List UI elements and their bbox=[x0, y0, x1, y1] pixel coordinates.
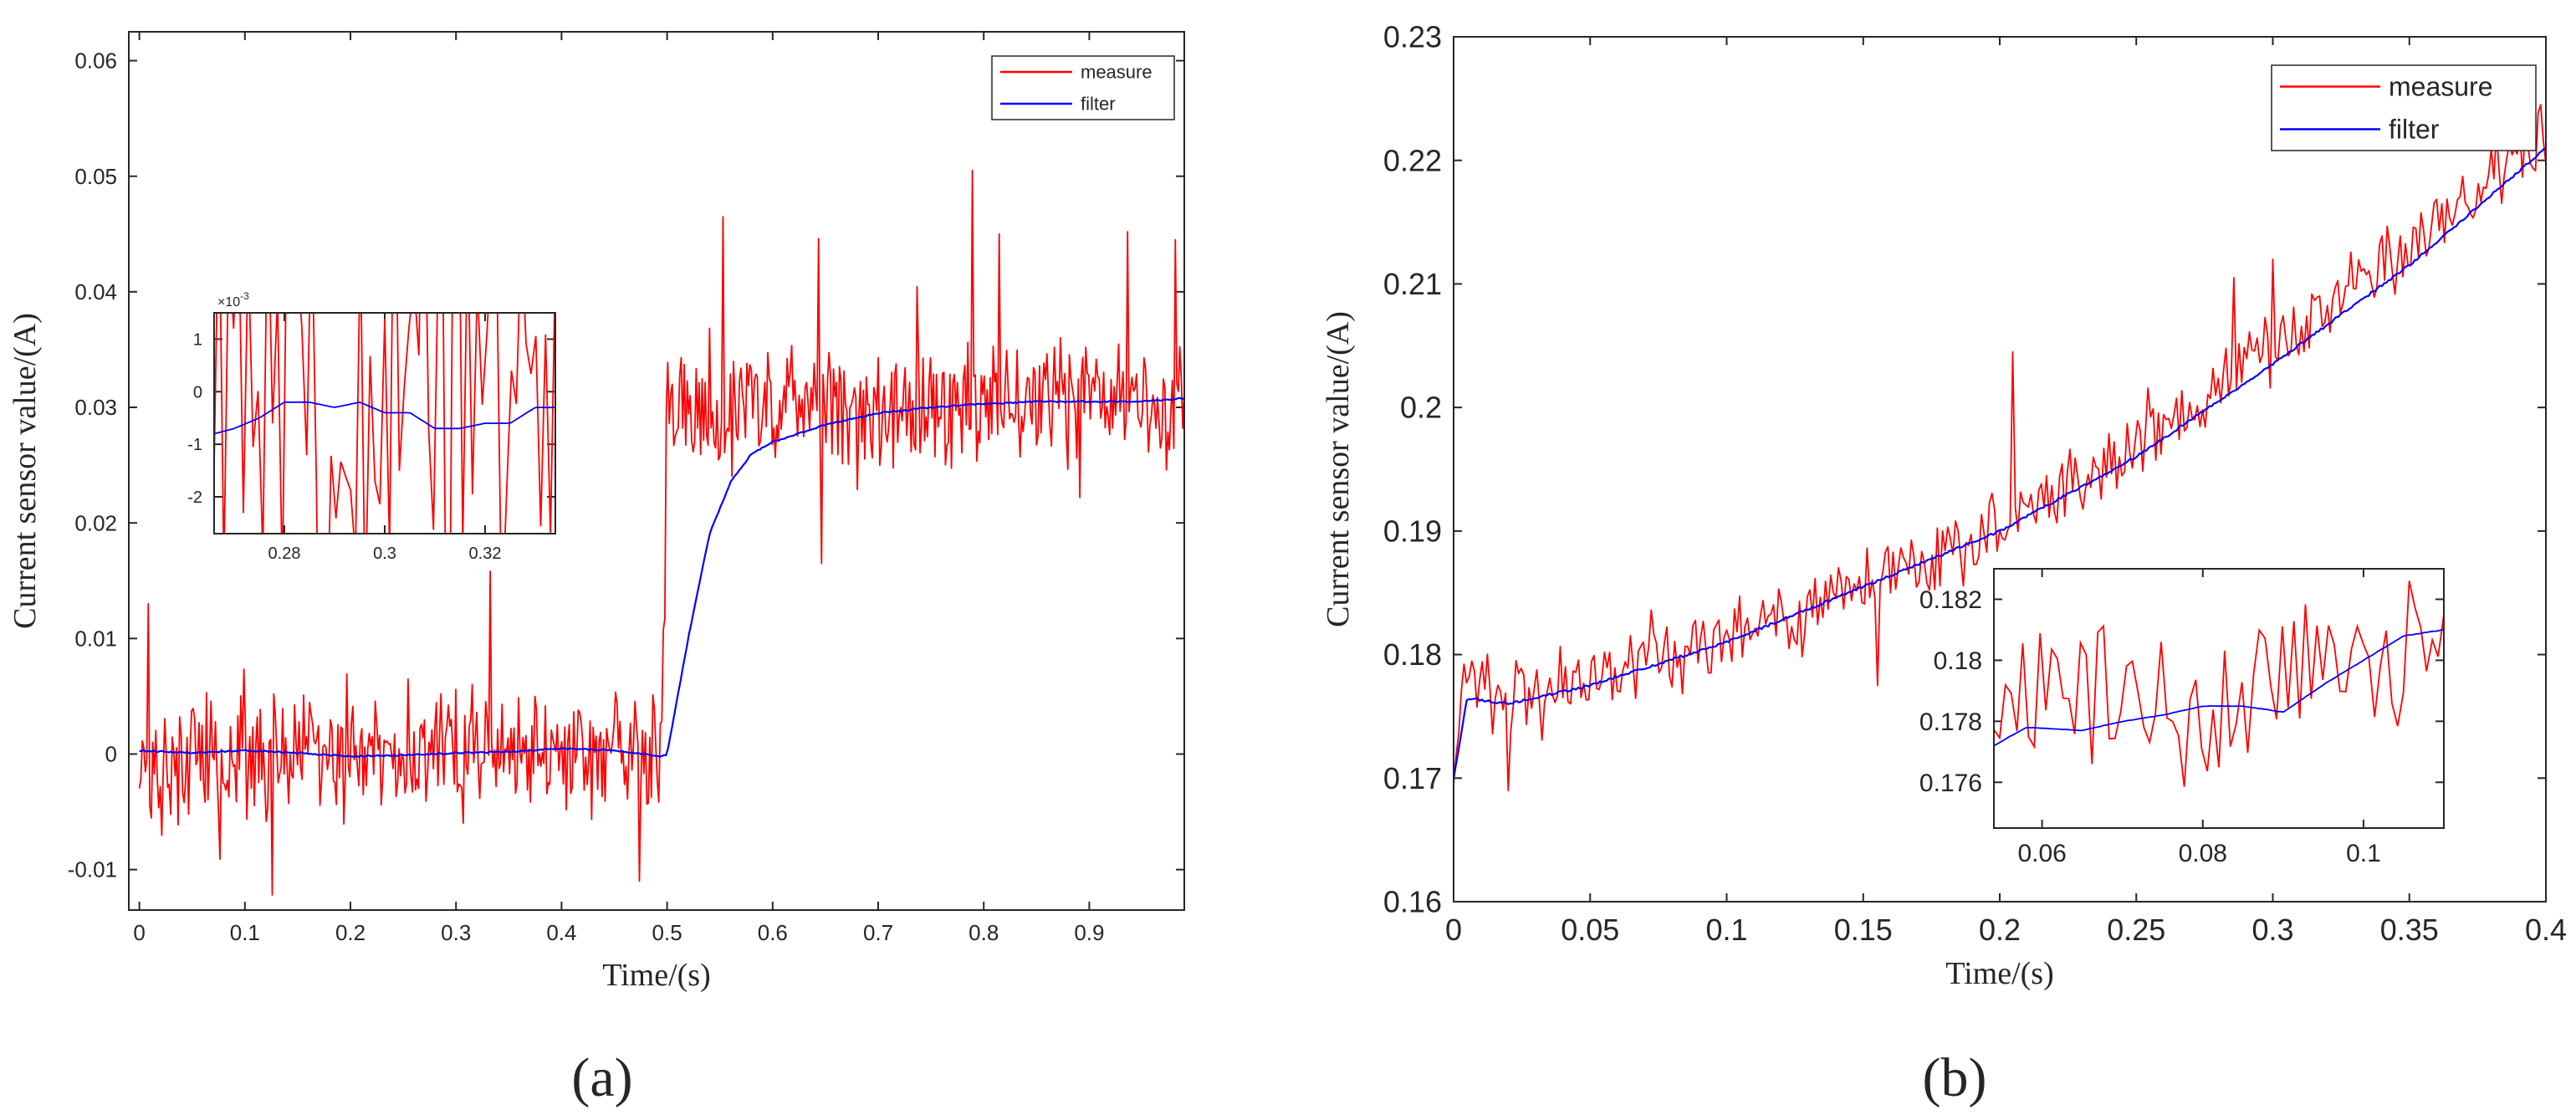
panel-a-y-tick-label: 0.02 bbox=[74, 510, 117, 535]
panel-a-x-tick-label: 0.2 bbox=[335, 920, 365, 945]
panel-b-inset-y-tick-label: 0.18 bbox=[1934, 647, 1982, 675]
panel-a-y-tick-label: 0.06 bbox=[74, 49, 117, 74]
panel-a-legend-label-measure: measure bbox=[1081, 62, 1153, 83]
panel-a-legend-label-filter: filter bbox=[1081, 94, 1116, 115]
panel-a-inset-y-tick-label: -1 bbox=[187, 436, 202, 454]
panel-a-x-tick-label: 0.8 bbox=[969, 920, 999, 945]
panel-a-inset-y-multiplier-exp: -3 bbox=[240, 290, 249, 302]
panel-b-inset-y-tick-label: 0.176 bbox=[1919, 770, 1982, 797]
panel-a-series-measure bbox=[138, 169, 1184, 896]
panel-a-legend-box bbox=[991, 55, 1175, 120]
panel-b-x-tick-label: 0.25 bbox=[2107, 913, 2165, 947]
panel-a-y-tick-label: -0.01 bbox=[68, 857, 117, 882]
panel-a-inset-series-measure bbox=[214, 313, 555, 534]
panel-a-y-tick-label: 0.03 bbox=[74, 395, 117, 420]
panel-a-legend: measure filter bbox=[991, 55, 1175, 120]
panel-b-x-tick-label: 0.2 bbox=[1979, 913, 2021, 947]
panel-a-inset-x-tick-label: 0.3 bbox=[373, 545, 396, 563]
panel-a-y-tick-label: 0.01 bbox=[74, 626, 117, 651]
panel-a-x-axis-label: Time/(s) bbox=[602, 958, 711, 993]
panel-a-inset-series-filter bbox=[214, 401, 555, 435]
panel-b-y-tick-label: 0.18 bbox=[1383, 637, 1442, 672]
panel-a-inset: 0.28 0.3 0.32-2-101×10-3 bbox=[187, 290, 556, 563]
panel-b-x-axis-label: Time/(s) bbox=[1945, 956, 2054, 991]
panel-b-inset-frame bbox=[1993, 568, 2445, 829]
panel-a-inset-x-tick-label: 0.28 bbox=[268, 545, 301, 563]
panel-b-series-filter bbox=[1454, 148, 2546, 780]
panel-a-x-tick-label: 0.9 bbox=[1074, 920, 1104, 945]
panel-b-inset-x-tick-label: 0.1 bbox=[2346, 840, 2381, 867]
panel-b-x-tick-label: 0.4 bbox=[2525, 913, 2567, 947]
panel-b-y-tick-label: 0.17 bbox=[1383, 761, 1442, 795]
panel-b-y-tick-label: 0.23 bbox=[1383, 20, 1442, 54]
panel-b-inset-series-filter bbox=[1994, 628, 2444, 747]
panel-a-y-tick-label: 0.04 bbox=[74, 279, 117, 304]
panel-a-series-group bbox=[138, 169, 1184, 896]
panel-b-inset: 0.06 0.08 0.1 0.176 0.178 0.18 0.182 bbox=[1919, 568, 2445, 867]
panel-b-inset-y-tick-label: 0.182 bbox=[1919, 586, 1982, 614]
panel-a-x-tick-label: 0.3 bbox=[441, 920, 471, 945]
panel-b-y-tick-label: 0.2 bbox=[1400, 391, 1442, 425]
panel-a-y-tick-label: 0 bbox=[105, 742, 117, 767]
panel-b-x-tick-label: 0.3 bbox=[2251, 913, 2293, 947]
panel-b-x-tick-label: 0.1 bbox=[1705, 913, 1747, 947]
panel-a-inset-y-tick-label: 1 bbox=[193, 330, 202, 349]
panel-a-inset-y-tick-label: 0 bbox=[193, 383, 202, 401]
panel-b-inset-y-tick-label: 0.178 bbox=[1919, 708, 1982, 736]
panel-b-y-axis-label: Current sensor value/(A) bbox=[1321, 311, 1356, 627]
chart-panel-a: 0 0.1 0.2 0.3 0.4 0.5 0.6 0.7 0.8 0.9 -0.01 0 0.01 0.… bbox=[8, 31, 1185, 1108]
panel-a-inset-series-group bbox=[214, 313, 555, 534]
panel-b-legend-box bbox=[2271, 64, 2537, 151]
panel-b-series-group bbox=[1454, 104, 2546, 791]
panel-a-panel-label: (a) bbox=[571, 1047, 632, 1108]
panel-a-x-tick-label: 0.7 bbox=[863, 920, 893, 945]
panel-b-y-tick-label: 0.16 bbox=[1383, 885, 1442, 919]
chart-panel-b: 0 0.05 0.1 0.15 0.2 0.25 0.3 0.35 0.4 0.16 0.17 0.1… bbox=[1321, 20, 2567, 1108]
panel-a-x-tick-label: 0 bbox=[133, 920, 145, 945]
panel-b-legend: measure filter bbox=[2271, 64, 2537, 151]
panel-b-inset-x-tick-label: 0.06 bbox=[2017, 840, 2066, 867]
panel-b-axes-frame bbox=[1453, 36, 2547, 903]
panel-b-inset-series-group bbox=[1994, 580, 2444, 787]
panel-b-legend-label-filter: filter bbox=[2389, 115, 2440, 145]
panel-b-x-tick-label: 0.15 bbox=[1834, 913, 1893, 947]
panel-b-x-tick-label: 0.35 bbox=[2380, 913, 2439, 947]
panel-b-panel-label: (b) bbox=[1923, 1047, 1987, 1108]
panel-b-x-tick-label: 0 bbox=[1445, 913, 1462, 947]
panel-b-y-tick-label: 0.19 bbox=[1383, 514, 1442, 548]
panel-a-inset-frame bbox=[213, 312, 556, 534]
panel-a-y-axis-label: Current sensor value/(A) bbox=[8, 313, 43, 629]
panel-b-legend-label-measure: measure bbox=[2389, 72, 2493, 102]
panel-b-y-tick-label: 0.21 bbox=[1383, 267, 1442, 301]
panel-a-inset-y-tick-label: -2 bbox=[187, 488, 202, 507]
panel-a-y-tick-label: 0.05 bbox=[74, 164, 117, 189]
panel-a-x-tick-label: 0.5 bbox=[652, 920, 682, 945]
panel-a-inset-x-tick-label: 0.32 bbox=[469, 545, 502, 563]
panel-a-axes-frame bbox=[128, 31, 1185, 911]
panel-a-x-tick-label: 0.6 bbox=[758, 920, 788, 945]
panel-b-y-tick-label: 0.22 bbox=[1383, 143, 1442, 177]
panel-a-x-tick-label: 0.4 bbox=[546, 920, 576, 945]
panel-a-x-tick-label: 0.1 bbox=[230, 920, 260, 945]
panel-b-x-tick-label: 0.05 bbox=[1561, 913, 1619, 947]
panel-b-inset-x-tick-label: 0.08 bbox=[2179, 840, 2227, 867]
panel-a-series-filter bbox=[139, 396, 1184, 758]
